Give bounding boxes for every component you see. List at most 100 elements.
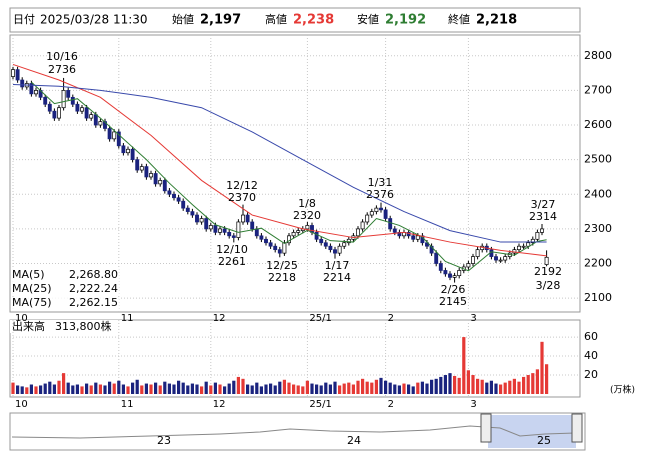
candle-body [139,166,144,171]
ma-line [12,63,547,257]
volume-bar [273,385,277,394]
y-tick-label: 2200 [584,257,612,270]
legend-name: MA(75) [12,296,52,309]
volume-bar [172,384,176,394]
volume-bar [200,386,204,394]
volume-bar [108,381,112,394]
candle-body [121,145,126,154]
volume-bar [20,386,24,394]
volume-bar [223,386,227,394]
volume-bar [361,378,365,394]
candle-body [259,235,264,240]
candle-body [84,107,89,119]
volume-bar [526,375,530,394]
x-tick-label: 3 [470,313,476,324]
volume-bar [103,385,107,394]
candle-body [70,96,75,105]
volume-bar [315,384,319,394]
x-tick-label: 25/1 [309,399,331,410]
volume-bar [480,379,484,394]
volume-bar [397,385,401,394]
volume-bar [457,377,461,394]
nav-label: 24 [347,434,361,447]
candle-body [135,159,140,171]
annotation-price: 2192 [534,265,562,278]
legend-value: 2,222.24 [69,282,118,295]
volume-last: 313,800株 [55,319,112,333]
candle-body [15,69,20,81]
volume-bar [517,381,521,394]
y-tick-label: 40 [584,349,598,362]
candle-body [369,211,374,216]
candle-body [535,232,540,240]
annotation-date: 10/16 [46,50,78,63]
volume-bar [296,385,300,394]
volume-bar [425,383,429,394]
volume-bar [241,378,245,394]
volume-bar [269,383,273,394]
x-tick-label: 3 [470,399,476,410]
candle-body [540,228,544,233]
candle-body [204,218,209,230]
candle-body [231,235,236,238]
volume-bar [255,382,259,394]
open: 2,197 [200,13,241,28]
volume-bar [250,385,254,394]
volume-bar [342,383,346,394]
close: 2,218 [476,13,517,28]
candle-body [383,209,388,219]
candle-body [438,263,443,271]
candle-body [195,214,199,223]
volume-bar [85,383,89,394]
volume-bar [379,377,383,394]
volume-bar [499,384,503,394]
candle-body [34,90,38,95]
nav-handle-left[interactable] [480,413,492,443]
volume-bar [374,379,378,394]
annotation-date: 3/27 [531,198,556,211]
volume-bar [98,384,102,394]
candle-body [457,270,462,276]
volume-label: 出来高 [12,319,45,333]
x-tick-label: 11 [121,313,134,324]
candle-body [57,107,61,119]
volume-bar [48,381,52,394]
volume-bar [351,384,355,394]
high: 2,238 [293,13,334,28]
volume-bar [420,381,424,394]
annotation-date: 12/10 [216,243,248,256]
volume-bar [163,381,167,394]
volume-bar [503,382,507,394]
annotation-price: 2376 [366,188,394,201]
annotation-date: 12/12 [226,179,258,192]
x-tick-label: 25/1 [309,313,331,324]
x-tick-label: 2 [388,313,394,324]
volume-bar [282,379,286,394]
volume-bar [11,382,15,394]
candle-body [47,103,52,112]
volume-bar [305,380,309,394]
volume-bar [319,385,323,394]
candle-body [494,256,498,261]
candle-body [89,114,94,119]
candle-body [328,245,333,251]
volume-bar [448,373,452,394]
x-tick-label: 10 [15,313,28,324]
volume-bar [264,384,268,394]
candle-body [144,166,149,178]
candle-body [526,242,531,247]
volume-bar [522,376,526,394]
candle-body [415,235,420,240]
candle-body [250,221,255,230]
volume-bar [126,386,130,394]
nav-handle-right[interactable] [571,413,583,443]
y-tick-label: 2800 [584,49,612,62]
annotation-date: 12/25 [266,259,298,272]
annotation-price: 2145 [439,295,467,308]
candle-body [176,197,181,202]
volume-bar [494,383,498,394]
label: 終値 [448,12,470,26]
candle-body [273,245,278,251]
annotation-price: 2370 [228,191,256,204]
